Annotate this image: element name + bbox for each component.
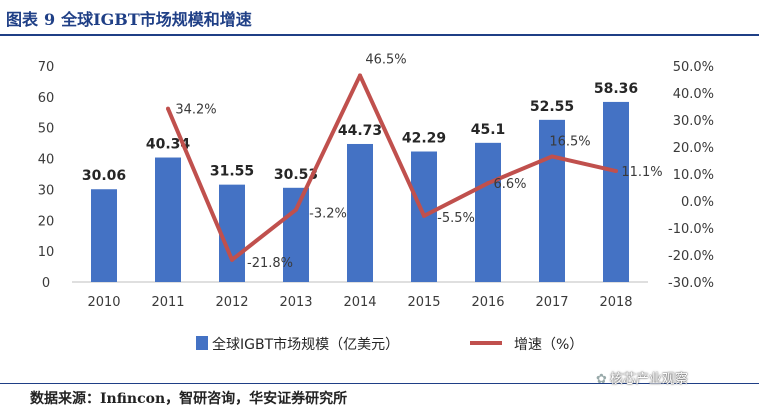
growth-label-2013: -3.2% [309, 207, 347, 222]
left-y-tick-label: 60 [38, 91, 55, 106]
wechat-icon: ✿ [596, 372, 607, 387]
right-y-tick-label: 10.0% [673, 168, 714, 183]
growth-label-2015: -5.5% [437, 211, 475, 226]
right-y-axis: -30.0% -20.0% -10.0% 0.0% 10.0% 20.0% 30.0% 40.… [668, 60, 714, 291]
right-y-tick-label: 30.0% [673, 114, 714, 129]
title-divider [0, 34, 759, 36]
right-y-tick-label: 50.0% [673, 60, 714, 75]
legend: 全球IGBT市场规模（亿美元） 增速（%） [196, 336, 583, 353]
growth-label-2018: 11.1% [621, 165, 662, 180]
growth-point-2016 [486, 181, 490, 186]
x-tick-label: 2011 [151, 295, 184, 310]
x-tick-label: 2017 [535, 295, 568, 310]
bar-2011 [155, 157, 181, 282]
growth-point-2014 [358, 73, 362, 78]
growth-label-2016: 6.6% [493, 177, 526, 192]
bar-2012 [219, 184, 245, 282]
x-tick-label: 2012 [215, 295, 248, 310]
watermark: ✿ 核芯产业观察 [596, 368, 688, 387]
figure-label: 图表 [6, 10, 39, 29]
growth-rate-line [166, 73, 617, 262]
growth-label-2012: -21.8% [247, 256, 293, 271]
bar-2017 [539, 119, 565, 283]
bar-label-2014: 44.73 [338, 123, 382, 139]
left-y-tick-label: 20 [38, 214, 55, 229]
right-y-tick-label: 0.0% [681, 195, 714, 210]
bar-label-2013: 30.53 [274, 167, 318, 183]
bar-label-2015: 42.29 [402, 131, 446, 147]
x-tick-label: 2010 [87, 295, 120, 310]
x-tick-label: 2014 [343, 295, 376, 310]
growth-label-2014: 46.5% [365, 52, 406, 67]
growth-point-2018 [614, 169, 618, 174]
bar-label-2010: 30.06 [82, 168, 126, 184]
line-data-labels: 34.2% -21.8% -3.2% 46.5% -5.5% 6.6% 16.5% 11.1% [175, 52, 662, 270]
source-note: 数据来源：Infincon，智研咨询，华安证券研究所 [30, 391, 348, 407]
legend-bar-label: 全球IGBT市场规模（亿美元） [212, 336, 399, 353]
line-series [166, 73, 618, 262]
left-y-tick-label: 40 [38, 153, 55, 168]
bar-label-2018: 58.36 [594, 81, 638, 97]
figure-title-text: 全球IGBT市场规模和增速 [61, 10, 252, 29]
bar-2010 [91, 189, 117, 282]
bar-label-2016: 45.1 [471, 122, 506, 138]
growth-point-2013 [294, 207, 298, 212]
growth-label-2017: 16.5% [549, 134, 590, 149]
right-y-tick-label: 20.0% [673, 141, 714, 156]
growth-point-2012 [230, 257, 234, 262]
left-y-axis: 0 10 20 30 40 50 60 70 [38, 60, 55, 291]
right-y-tick-label: -20.0% [668, 249, 714, 264]
bar-2013 [283, 187, 309, 282]
x-axis: 2010 2011 2012 2013 2014 2015 2016 2017 2018 [87, 295, 632, 310]
growth-label-2011: 34.2% [175, 103, 216, 118]
bar-label-2011: 40.34 [146, 137, 191, 153]
bar-2016 [475, 142, 501, 282]
legend-bar-swatch [196, 336, 208, 350]
growth-point-2017 [550, 154, 554, 159]
x-tick-label: 2013 [279, 295, 312, 310]
left-y-tick-label: 30 [38, 183, 55, 198]
x-tick-label: 2016 [471, 295, 504, 310]
bar-2014 [347, 143, 373, 282]
growth-point-2015 [422, 213, 426, 218]
x-tick-label: 2015 [407, 295, 440, 310]
figure-title: 图表 9 全球IGBT市场规模和增速 [6, 6, 252, 30]
left-y-tick-label: 50 [38, 122, 55, 137]
bar-label-2017: 52.55 [530, 99, 574, 115]
growth-point-2011 [166, 106, 170, 111]
right-y-tick-label: -10.0% [668, 222, 714, 237]
left-y-tick-label: 0 [42, 276, 50, 291]
figure-number: 9 [44, 10, 56, 29]
source-divider [0, 383, 759, 384]
left-y-tick-label: 10 [38, 245, 55, 260]
bar-label-2012: 31.55 [210, 164, 254, 180]
legend-line-label: 增速（%） [514, 337, 583, 353]
bar-data-labels: 30.06 40.34 31.55 30.53 44.73 42.29 45.1 52.55 5… [82, 81, 638, 184]
right-y-tick-label: -30.0% [668, 276, 714, 291]
watermark-text: 核芯产业观察 [609, 372, 688, 387]
igbt-market-chart: 0 10 20 30 40 50 60 70 -30.0% -20.0% -10.0% 0.0% 10… [38, 52, 714, 353]
bar-2018 [603, 101, 629, 282]
right-y-tick-label: 40.0% [673, 87, 714, 102]
left-y-tick-label: 70 [38, 60, 55, 75]
x-tick-label: 2018 [599, 295, 632, 310]
